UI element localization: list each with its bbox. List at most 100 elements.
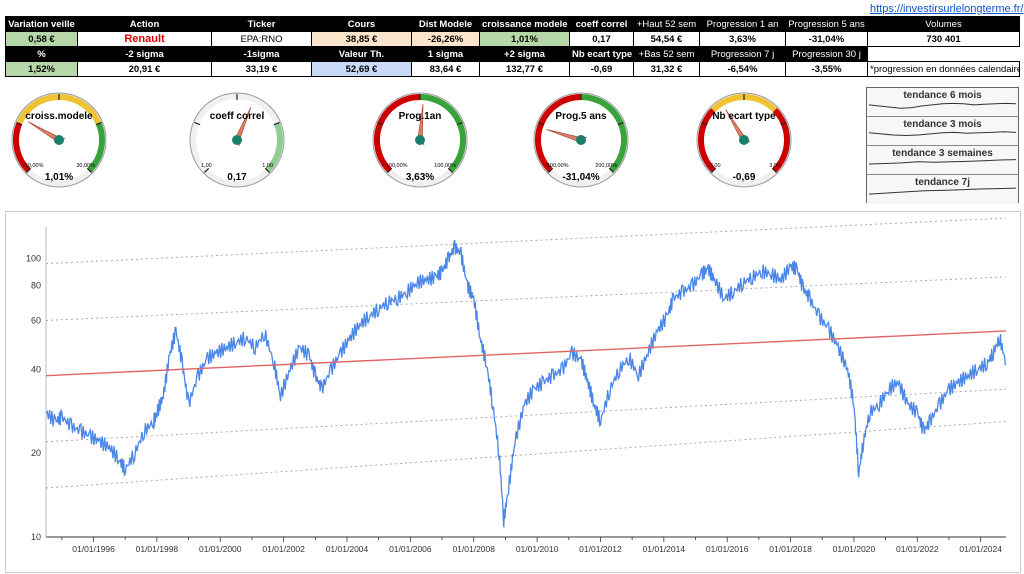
trend-sparkline — [868, 187, 1017, 195]
x-tick-label: 01/01/2004 — [326, 544, 369, 554]
cell-132-77: 132,77 € — [479, 61, 570, 77]
gauge-tick — [273, 121, 280, 126]
x-tick-label: 01/01/2012 — [579, 544, 622, 554]
gauge-value-text: 0,17 — [227, 172, 247, 183]
cell-epa-rno: EPA:RNO — [211, 31, 312, 47]
gauge-needle — [725, 108, 751, 142]
y-tick-label: 100 — [26, 254, 41, 264]
gauge-zone — [265, 122, 283, 173]
trend-tendance-3-semaines: tendance 3 semaines — [867, 146, 1018, 175]
gauge-dial — [11, 92, 107, 188]
cell-1sigma: -1sigma — [211, 46, 312, 62]
y-tick-label: 40 — [31, 364, 41, 374]
gauge-max: 3,00 — [769, 163, 780, 169]
gauge-dial — [189, 92, 285, 188]
gauge-zone — [698, 107, 716, 173]
gauge-max: 30,00% — [76, 163, 95, 169]
x-tick-label: 01/01/2008 — [452, 544, 495, 554]
cell-3-55: -3,55% — [785, 61, 868, 77]
cell-variation-veille: Variation veille — [5, 16, 78, 32]
gauge-tick — [538, 121, 545, 126]
cell-cours: Cours — [311, 16, 412, 32]
x-tick-label: 01/01/2022 — [896, 544, 939, 554]
y-tick-label: 10 — [31, 532, 41, 542]
website-link[interactable]: https://investirsurlelongterme.fr/ — [870, 3, 1024, 15]
cell-83-64: 83,64 € — [411, 61, 480, 77]
gauge-needle — [417, 104, 425, 146]
gauge-hub — [54, 135, 64, 145]
gauge-croiss-modele: croiss.modele -10,00% 30,00% 1,01% — [5, 90, 113, 190]
gauge-zone — [772, 107, 790, 173]
trend-label: tendance 7j — [914, 177, 971, 188]
cell-bas-52-sem: +Bas 52 sem — [633, 46, 700, 62]
sigma-band-2 — [45, 276, 1007, 321]
gauge-coeff-correl: coeff correl 1,00 1,00 0,17 — [183, 90, 291, 190]
x-tick-label: 01/01/1998 — [136, 544, 179, 554]
x-tick-label: 01/01/2016 — [706, 544, 749, 554]
trend-line — [868, 131, 1017, 136]
cell-0-17: 0,17 — [569, 31, 634, 47]
x-tick-label: 01/01/2006 — [389, 544, 432, 554]
gauge-zone — [87, 122, 105, 173]
trend-sparkline — [868, 102, 1017, 109]
gauge-title: Nb ecart type — [712, 111, 776, 122]
gauge-max: 1,00 — [262, 163, 273, 169]
cell-progression-30-j: Progression 30 j — [785, 46, 868, 62]
gauge-tick — [701, 121, 708, 126]
model-trend-line — [45, 330, 1007, 377]
cell-2-sigma: -2 sigma — [77, 46, 212, 62]
gauge-value-text: 1,01% — [44, 172, 74, 183]
gauge-hub — [415, 135, 425, 145]
x-tick-label: 01/01/2018 — [769, 544, 812, 554]
cell-action: Action — [77, 16, 212, 32]
cell-38-85: 38,85 € — [311, 31, 412, 47]
cell-valeur-th: Valeur Th. — [311, 46, 412, 62]
gauge-tick — [711, 167, 717, 173]
gauge-tick — [548, 167, 554, 173]
cell-progression-1-an: Progression 1 an — [699, 16, 786, 32]
x-tick-label: 01/01/2014 — [643, 544, 686, 554]
gauge-tick — [771, 167, 777, 173]
gauge-max: 100,00% — [434, 163, 456, 169]
header-row-2: % -2 sigma -1sigma Valeur Th. 1 sigma +2 sigm… — [5, 46, 1020, 62]
gauge-zone — [13, 122, 31, 173]
gauge-tick — [16, 121, 23, 126]
trend-panel: tendance 6 mois tendance 3 mois tendance 3… — [866, 87, 1019, 204]
gauge-nb-ecart-type: Nb ecart type -3,00 3,00 -0,69 — [690, 90, 798, 190]
x-tick-label: 01/01/2024 — [959, 544, 1002, 554]
gauge-tick — [456, 121, 463, 126]
gauge-value-text: 3,63% — [405, 172, 435, 183]
cell-progression-7-j: Progression 7 j — [699, 46, 786, 62]
value-row-2: 1,52% 20,91 €33,19 €52,69 €83,64 €132,77 … — [5, 61, 1020, 77]
cell-26-26: -26,26% — [411, 31, 480, 47]
gauge-tick — [387, 167, 393, 173]
gauge-tick — [264, 167, 270, 173]
gauge-tick — [780, 121, 787, 126]
x-tick-label: 01/01/2010 — [516, 544, 559, 554]
gauge-value-text: -0,69 — [732, 172, 756, 183]
cell-1-52: 1,52% — [5, 61, 78, 77]
price-chart: 10 20 40 60 80 100 01/01/1996 01/01/1998 01/01/2… — [5, 211, 1021, 573]
gauge-tick — [377, 121, 384, 126]
cell-progression-5-ans: Progression 5 ans — [785, 16, 868, 32]
cell-2-sigma: +2 sigma — [479, 46, 570, 62]
gauge-prog-1an: Prog.1an -100,00% 100,00% 3,63% — [366, 90, 474, 190]
value-row-1: 0,58 € Renault EPA:RNO 38,85 € -26,26% 1,01% 0… — [5, 31, 1020, 47]
gauge-hub — [576, 135, 586, 145]
trend-tendance-3-mois: tendance 3 mois — [867, 117, 1018, 146]
gauge-prog-5ans: Prog.5 ans -100,00% 200,00% -31,04% — [527, 90, 635, 190]
sigma-band-0 — [45, 421, 1007, 489]
x-tick-label: 01/01/1996 — [72, 544, 115, 554]
y-tick-label: 60 — [31, 315, 41, 325]
gauge-dial — [696, 92, 792, 188]
cell-nb-ecart-type: Nb ecart type — [569, 46, 634, 62]
trend-sparkline — [868, 131, 1017, 136]
cell-20-91: 20,91 € — [77, 61, 212, 77]
cell-52-69: 52,69 € — [311, 61, 412, 77]
gauge-tick — [95, 121, 102, 126]
cell-ticker: Ticker — [211, 16, 312, 32]
gauge-max: 200,00% — [595, 163, 617, 169]
trend-line — [868, 102, 1017, 109]
cell-6-54: -6,54% — [699, 61, 786, 77]
gauge-min: -100,00% — [545, 163, 569, 169]
